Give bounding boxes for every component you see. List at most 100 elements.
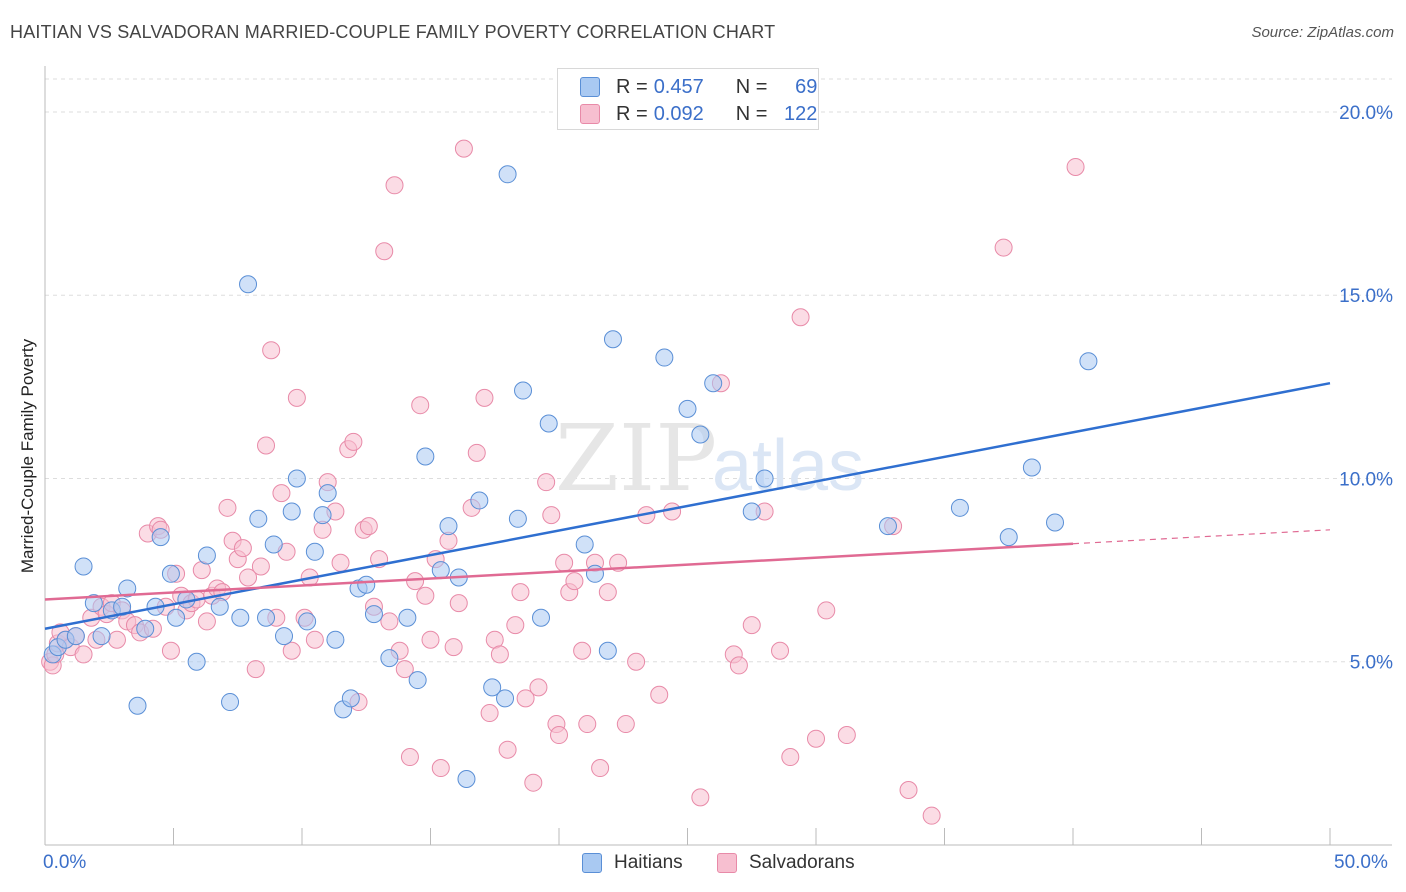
r-label: R = [616, 102, 648, 125]
salvadoran-point [742, 616, 761, 635]
salvadoran-point [565, 572, 584, 591]
haitian-point [210, 597, 229, 616]
salvadoran-point [385, 176, 404, 195]
haitian-point [457, 770, 476, 789]
haitian-point [318, 484, 337, 503]
haitian-point [483, 678, 502, 697]
haitian-point [1079, 352, 1098, 371]
salvadoran-point [498, 740, 517, 759]
salvadoran-point [218, 498, 237, 517]
salvadoran-point [395, 660, 414, 679]
salvadoran-point [331, 553, 350, 572]
haitian-point [380, 649, 399, 668]
y-tick-labels: 5.0% 10.0% 15.0% 20.0% [1339, 103, 1393, 674]
haitian-point [408, 671, 427, 690]
haitian-points [43, 165, 1098, 789]
haitian-point [539, 414, 558, 433]
salvadoran-point [663, 502, 682, 521]
salvadoran-point [506, 616, 525, 635]
salvadoran-point [537, 473, 556, 492]
salvadoran-point [344, 432, 363, 451]
legend-label-salvadorans: Salvadorans [749, 852, 855, 873]
salvadoran-point [400, 748, 419, 767]
salvadorans-swatch [580, 104, 600, 124]
salvadoran-point [524, 773, 543, 792]
n-value: 122 [784, 102, 818, 125]
legend-label-haitians: Haitians [614, 852, 683, 873]
haitian-point [275, 627, 294, 646]
salvadoran-point [922, 806, 941, 825]
salvadoran-point [262, 341, 281, 360]
n-value: 69 [795, 75, 818, 98]
salvadoran-point [467, 443, 486, 462]
salvadoran-point [994, 238, 1013, 257]
salvadoran-point [246, 660, 265, 679]
watermark-text: ZIP [555, 405, 717, 512]
haitian-point [313, 506, 332, 525]
salvadoran-point [550, 726, 568, 745]
haitian-point [326, 630, 345, 649]
salvadoran-point [416, 586, 435, 605]
haitian-point [197, 546, 216, 565]
salvadoran-point [449, 594, 468, 613]
watermark-text: atlas [712, 426, 864, 506]
salvadoran-point [287, 388, 306, 407]
haitian-point [598, 641, 617, 660]
haitian-point [167, 608, 186, 627]
y-tick-label: 5.0% [1350, 653, 1393, 674]
legend-item-salvadorans[interactable]: Salvadorans [717, 852, 855, 874]
salvadoran-point [555, 553, 574, 572]
haitian-point [221, 693, 240, 712]
salvadoran-point [529, 678, 548, 697]
haitian-point [264, 535, 283, 554]
salvadoran-point [197, 612, 216, 631]
salvadoran-point [573, 641, 592, 660]
haitian-point [691, 425, 710, 444]
salvadoran-point [511, 583, 530, 602]
salvadoran-point [444, 638, 463, 657]
haitian-point [655, 348, 674, 367]
haitians-swatch [582, 853, 602, 873]
salvadoran-point [272, 484, 291, 503]
haitian-point [755, 469, 774, 488]
salvadoran-point [233, 539, 252, 558]
salvadoran-trend-line [44, 542, 1074, 601]
y-tick-label: 10.0% [1339, 469, 1393, 490]
stats-legend: R = 0.457 N = 69 R = 0.092 N = 122 [557, 68, 819, 130]
haitian-point [498, 165, 517, 184]
haitian-point [92, 627, 111, 646]
haitian-point [305, 542, 324, 561]
haitian-point [118, 579, 137, 598]
salvadoran-point [598, 583, 617, 602]
salvadoran-point [837, 726, 856, 745]
salvadoran-point [729, 656, 748, 675]
salvadoran-point [475, 388, 494, 407]
salvadoran-point [781, 748, 800, 767]
haitian-point [357, 575, 376, 594]
haitian-point [239, 275, 258, 294]
haitian-point [398, 608, 417, 627]
r-value: 0.092 [653, 102, 704, 125]
legend-row-haitians: R = 0.457 N = 69 [580, 75, 817, 99]
y-tick-label: 20.0% [1339, 103, 1393, 124]
haitian-point [287, 469, 306, 488]
chart-source: Source: ZipAtlas.com [1251, 24, 1394, 41]
haitian-point [704, 374, 723, 393]
salvadoran-point [591, 759, 610, 778]
salvadoran-point [239, 568, 258, 587]
haitian-point [514, 381, 533, 400]
x-tick-label-min: 0.0% [43, 852, 87, 873]
r-label: R = [616, 75, 648, 98]
salvadoran-point [454, 139, 473, 158]
haitian-point [249, 509, 268, 528]
salvadoran-point [251, 557, 270, 576]
haitian-point [161, 564, 180, 583]
legend-item-haitians[interactable]: Haitians [582, 852, 683, 874]
salvadoran-point [375, 242, 394, 261]
salvadoran-point [1066, 157, 1085, 176]
haitian-point [878, 517, 897, 536]
salvadoran-point [650, 685, 669, 704]
haitian-point [575, 535, 594, 554]
